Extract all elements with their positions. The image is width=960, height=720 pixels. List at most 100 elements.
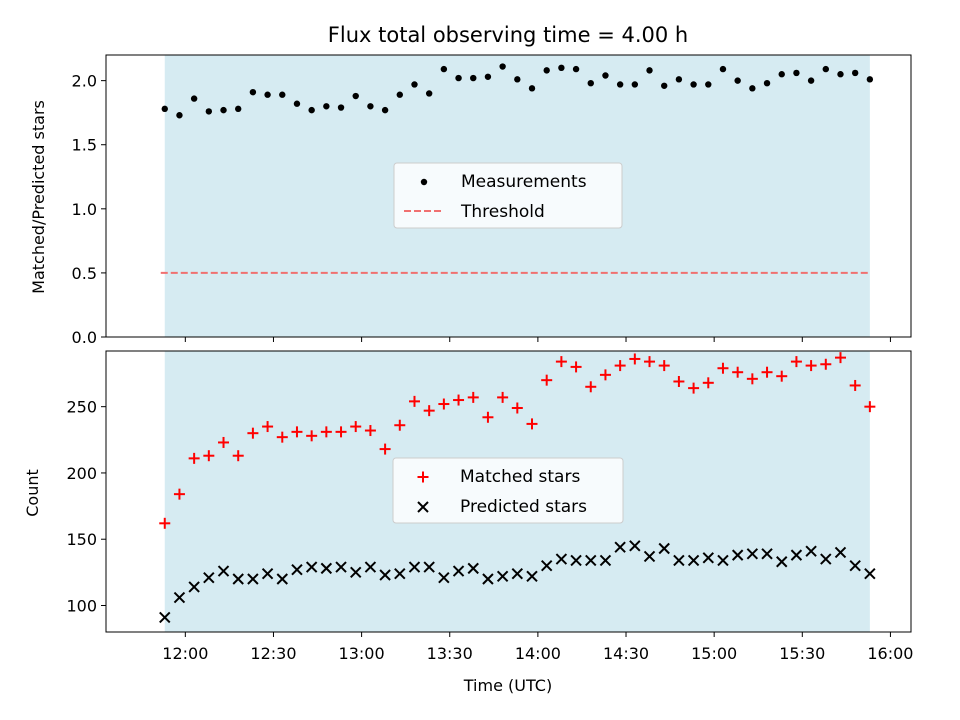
matched-star-point xyxy=(408,395,420,407)
marker-stroke xyxy=(423,561,435,573)
x-tick-label: 14:00 xyxy=(515,644,561,663)
marker-stroke xyxy=(643,550,656,563)
predicted-star-point xyxy=(570,554,582,567)
predicted-star-point xyxy=(188,581,200,593)
x-tick-label: 16:00 xyxy=(867,644,913,663)
predicted-star-point xyxy=(526,570,538,583)
marker-stroke xyxy=(540,560,553,572)
measurement-point xyxy=(337,104,345,111)
marker-stroke xyxy=(173,591,186,604)
matched-star-point xyxy=(717,362,729,374)
predicted-star-point xyxy=(761,548,773,560)
matched-star-point xyxy=(585,381,597,393)
measurement-point xyxy=(778,71,785,78)
marker-stroke xyxy=(291,563,303,576)
marker-stroke xyxy=(849,560,861,572)
predicted-star-point xyxy=(599,554,612,567)
measurement-point xyxy=(616,81,624,88)
measurement-point xyxy=(749,85,756,92)
matched-star-point xyxy=(276,431,288,443)
predicted-star-point xyxy=(820,553,832,565)
measurement-point xyxy=(705,81,712,88)
predicted-star-point xyxy=(585,554,597,567)
measurement-point xyxy=(866,76,874,83)
predicted-star-point xyxy=(849,560,861,572)
chart-title: Flux total observing time = 4.00 h xyxy=(328,23,688,47)
x-tick-label: 15:30 xyxy=(779,644,825,663)
bottom-plot-frame xyxy=(105,350,912,633)
legend-measurement-marker xyxy=(420,178,428,186)
marker-stroke xyxy=(511,567,524,580)
bottom-legend-box xyxy=(392,457,624,524)
matched-star-point xyxy=(702,377,714,389)
marker-stroke xyxy=(408,561,421,573)
predicted-star-point xyxy=(320,562,333,575)
marker-stroke xyxy=(159,611,171,624)
matched-star-point xyxy=(306,430,318,442)
measurement-point xyxy=(661,82,668,89)
predicted-star-point xyxy=(776,556,788,568)
legend-threshold-label: Threshold xyxy=(460,202,545,222)
top-plot-frame xyxy=(105,54,912,338)
measurement-point xyxy=(411,81,418,88)
predicted-star-point xyxy=(173,591,186,604)
matched-star-point xyxy=(614,360,626,372)
measurement-point xyxy=(279,91,286,98)
measurement-point xyxy=(763,80,771,87)
top-y-tick-label: 0.5 xyxy=(72,264,97,283)
measurement-point xyxy=(558,64,565,72)
matched-star-point xyxy=(350,421,362,433)
matched-star-point xyxy=(497,391,509,403)
predicted-star-point xyxy=(731,549,744,561)
predicted-star-point xyxy=(467,562,479,575)
measurement-point xyxy=(719,65,727,73)
predicted-star-point xyxy=(658,542,670,555)
marker-stroke xyxy=(717,554,729,567)
marker-stroke xyxy=(761,548,773,560)
top-legend-box xyxy=(393,162,623,229)
matched-star-point xyxy=(761,366,773,378)
measurement-point xyxy=(602,72,609,79)
marker-stroke xyxy=(276,573,288,585)
measurement-point xyxy=(235,105,242,113)
matched-star-point xyxy=(203,450,215,462)
predicted-star-point xyxy=(423,561,435,573)
measurement-point xyxy=(381,106,389,114)
top-y-axis-label: Matched/Predicted stars xyxy=(29,100,48,294)
measurement-point xyxy=(425,90,433,97)
legend-predicted-label: Predicted stars xyxy=(460,497,587,517)
measurement-point xyxy=(205,108,213,115)
measurement-point xyxy=(587,80,594,87)
predicted-star-point xyxy=(540,560,553,572)
marker-stroke xyxy=(452,565,465,577)
measurement-point xyxy=(264,91,271,98)
marker-stroke xyxy=(482,573,494,585)
matched-star-point xyxy=(864,401,876,413)
predicted-star-point xyxy=(291,563,303,576)
matched-star-point xyxy=(247,427,259,439)
matched-star-point xyxy=(673,375,685,387)
marker-stroke xyxy=(496,570,509,583)
measurement-point xyxy=(455,74,462,82)
measurement-point xyxy=(323,103,330,110)
marker-stroke xyxy=(555,553,568,565)
bottom-panel: 100 150 200 250 12:00 12:30 13:00 13:30 14:00 14:… xyxy=(66,350,913,663)
bottom-y-tick-label: 250 xyxy=(66,398,97,417)
measurement-point xyxy=(514,76,521,83)
predicted-star-point xyxy=(452,565,465,577)
matched-star-point xyxy=(379,443,391,455)
matched-star-point xyxy=(629,353,641,365)
measurement-point xyxy=(793,69,800,77)
measurement-point xyxy=(646,67,653,74)
predicted-star-point xyxy=(203,571,215,584)
predicted-star-point xyxy=(276,573,288,585)
x-tick-label: 12:00 xyxy=(162,644,208,663)
predicted-star-point xyxy=(717,554,729,567)
predicted-star-point xyxy=(629,540,641,552)
matched-star-point xyxy=(423,405,435,417)
marker-stroke xyxy=(394,567,406,580)
measurement-point xyxy=(851,69,859,77)
measurement-point xyxy=(543,67,550,74)
marker-stroke xyxy=(834,546,847,559)
predicted-star-point xyxy=(350,566,362,579)
